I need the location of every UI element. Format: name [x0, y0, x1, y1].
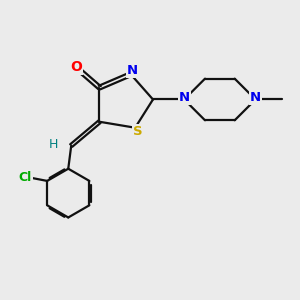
Text: S: S	[133, 125, 143, 138]
Text: O: O	[70, 60, 82, 74]
Text: N: N	[127, 64, 138, 77]
Text: N: N	[250, 91, 261, 104]
Text: H: H	[49, 138, 58, 151]
Text: Cl: Cl	[19, 171, 32, 184]
Text: N: N	[178, 91, 190, 104]
